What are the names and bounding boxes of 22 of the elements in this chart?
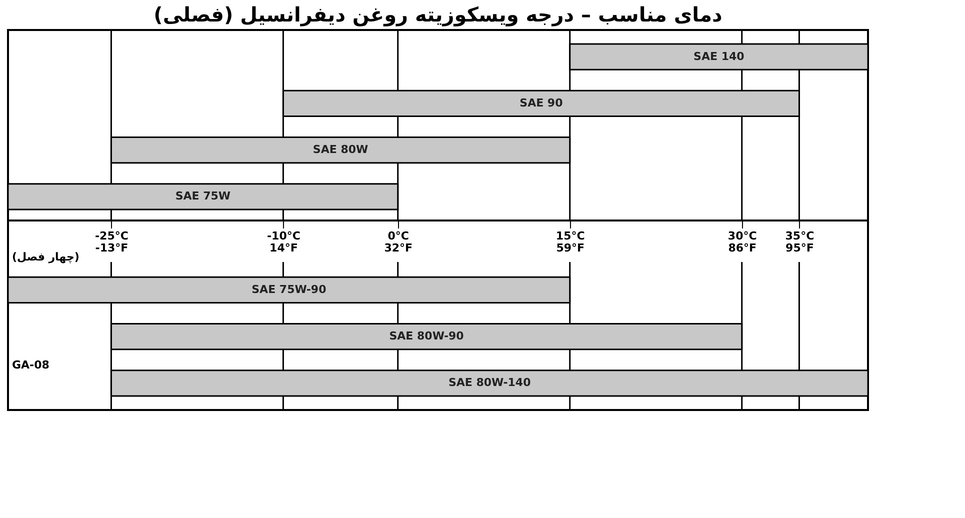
x2-tick-label: 59°F [556,242,585,254]
x2-tick-label: 14°F [270,242,298,254]
annotation: (چهار فصل) [12,250,80,264]
y-tick-label: SAE 75W [175,190,231,203]
x-tick-label: 30°C [728,230,757,242]
y-tick-label: SAE 80W [312,143,368,156]
y-tick-label: SAE 140 [694,50,745,63]
x2-tick-label: 95°F [786,242,814,254]
y-tick-label: SAE 75W-90 [252,282,327,296]
x-tick-label: -10°C [266,230,300,242]
y-tick-label: SAE 80W-140 [448,376,532,390]
chart-title: دمای مناسب – درجه ویسکوزیته روغن دیفرانسیل (فصلی) [154,2,722,26]
x-tick-label: 0°C [388,230,409,242]
annotation: GA-08 [12,358,50,372]
x-tick-label: -25°C [94,230,128,242]
x2-tick-label: 32°F [384,242,413,254]
y-tick-label: SAE 80W-90 [389,330,464,343]
y-tick-label: SAE 90 [520,96,564,110]
x2-tick-label: -13°F [95,242,128,254]
x-tick-label: 35°C [785,230,814,242]
x2-tick-label: 86°F [728,242,757,254]
x-tick-label: 15°C [556,230,585,242]
